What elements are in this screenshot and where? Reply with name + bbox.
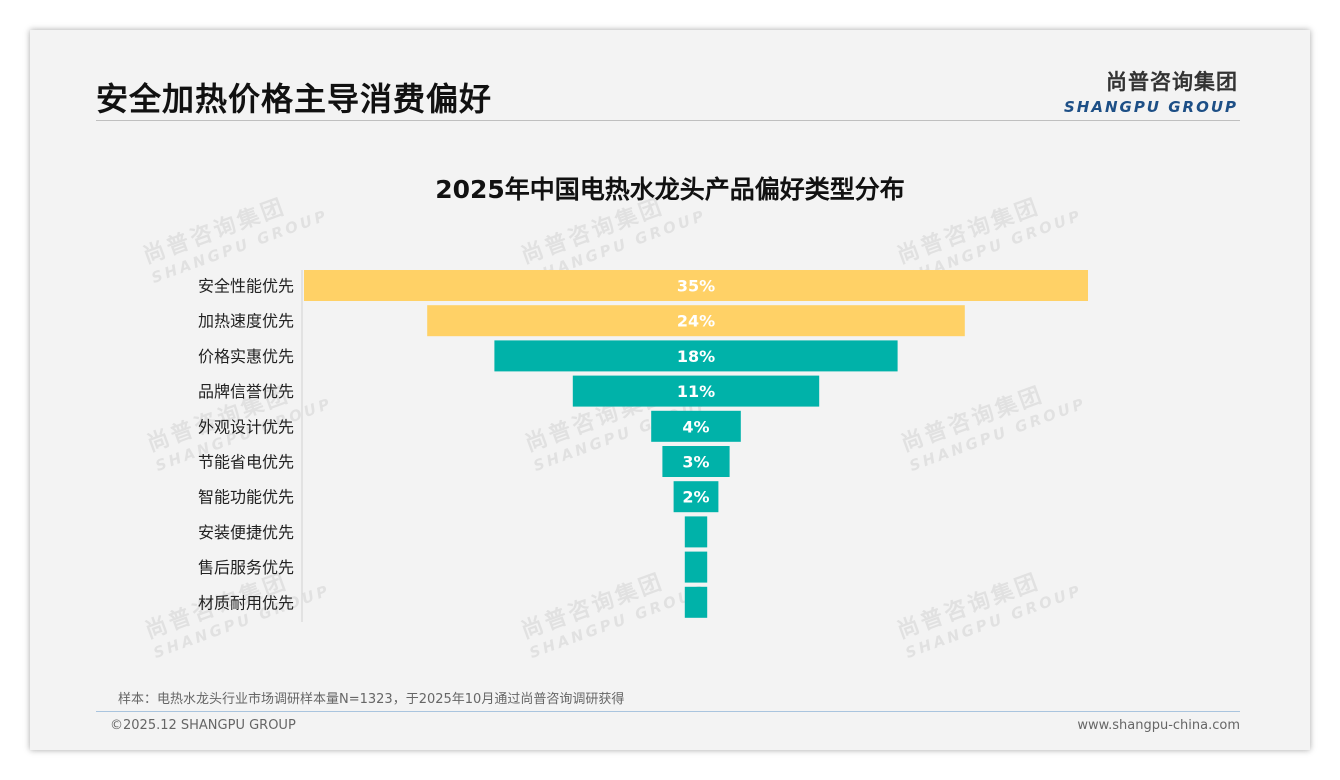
- logo-english-name: SHANGPU GROUP: [1063, 98, 1238, 116]
- category-label: 安装便捷优先: [198, 523, 294, 542]
- slide: 安全加热价格主导消费偏好 尚普咨询集团 SHANGPU GROUP 尚普咨询集团…: [30, 30, 1310, 750]
- category-label: 外观设计优先: [198, 417, 294, 436]
- category-label: 品牌信誉优先: [198, 382, 294, 401]
- funnel-bar: [494, 340, 898, 372]
- company-logo: 尚普咨询集团 SHANGPU GROUP: [1064, 66, 1238, 116]
- category-label: 材质耐用优先: [198, 593, 294, 612]
- chart-title: 2025年中国电热水龙头产品偏好类型分布: [435, 175, 905, 204]
- category-label: 智能功能优先: [198, 488, 294, 507]
- data-label: 24%: [677, 312, 715, 331]
- data-label: 35%: [677, 277, 715, 296]
- logo-chinese-name: 尚普咨询集团: [1106, 70, 1238, 94]
- funnel-bar: [684, 551, 708, 583]
- data-label: 11%: [677, 382, 715, 401]
- funnel-chart: 安全性能优先 35% 加热速度优先 24% 价格实惠优先 18% 品牌信誉优先 11% 外观设计…: [198, 270, 1088, 622]
- category-label: 节能省电优先: [198, 453, 294, 472]
- funnel-bar: [572, 375, 820, 407]
- category-label: 安全性能优先: [198, 277, 294, 296]
- website-link[interactable]: www.shangpu-china.com: [1077, 718, 1240, 733]
- category-label: 价格实惠优先: [198, 347, 294, 366]
- funnel-bar: [651, 410, 741, 442]
- funnel-bar: [427, 305, 965, 337]
- funnel-bar: [684, 586, 708, 618]
- category-label: 加热速度优先: [198, 312, 294, 331]
- data-label: 3%: [682, 453, 709, 472]
- data-label: 18%: [677, 347, 715, 366]
- funnel-bar: [304, 270, 1088, 301]
- page-title: 安全加热价格主导消费偏好: [96, 80, 493, 118]
- header-divider: [96, 120, 1240, 121]
- funnel-bar: [684, 516, 708, 548]
- sample-note: 样本：电热水龙头行业市场调研样本量N=1323，于2025年10月通过尚普咨询调…: [118, 692, 625, 707]
- copyright: ©2025.12 SHANGPU GROUP: [110, 718, 296, 733]
- category-label: 售后服务优先: [198, 558, 294, 577]
- funnel-bar: [673, 481, 719, 513]
- funnel-bar: [662, 446, 730, 477]
- data-label: 2%: [682, 488, 709, 507]
- footer-divider: [96, 711, 1240, 712]
- data-label: 4%: [682, 417, 709, 436]
